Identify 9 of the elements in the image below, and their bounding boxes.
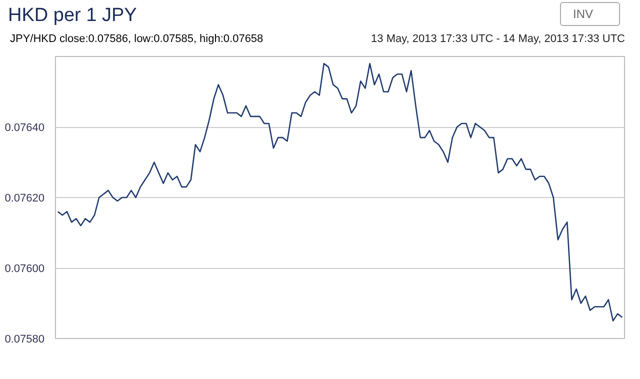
y-tick-label: 0.07620 — [4, 192, 45, 204]
y-tick-label: 0.07640 — [4, 122, 45, 134]
chart-subtitle: JPY/HKD close:0.07586, low:0.07585, high:0.07658 — [10, 32, 264, 47]
y-tick-label: 0.07580 — [4, 334, 45, 346]
chart-title: HKD per 1 JPY — [8, 4, 137, 28]
text: 13 May, 2013 17:33 UTC - 14 May, 2013 17:33 UTC — [371, 32, 625, 47]
y-tick-label: 0.07600 — [4, 263, 45, 275]
line-series — [57, 62, 623, 322]
text: INV — [573, 6, 594, 23]
